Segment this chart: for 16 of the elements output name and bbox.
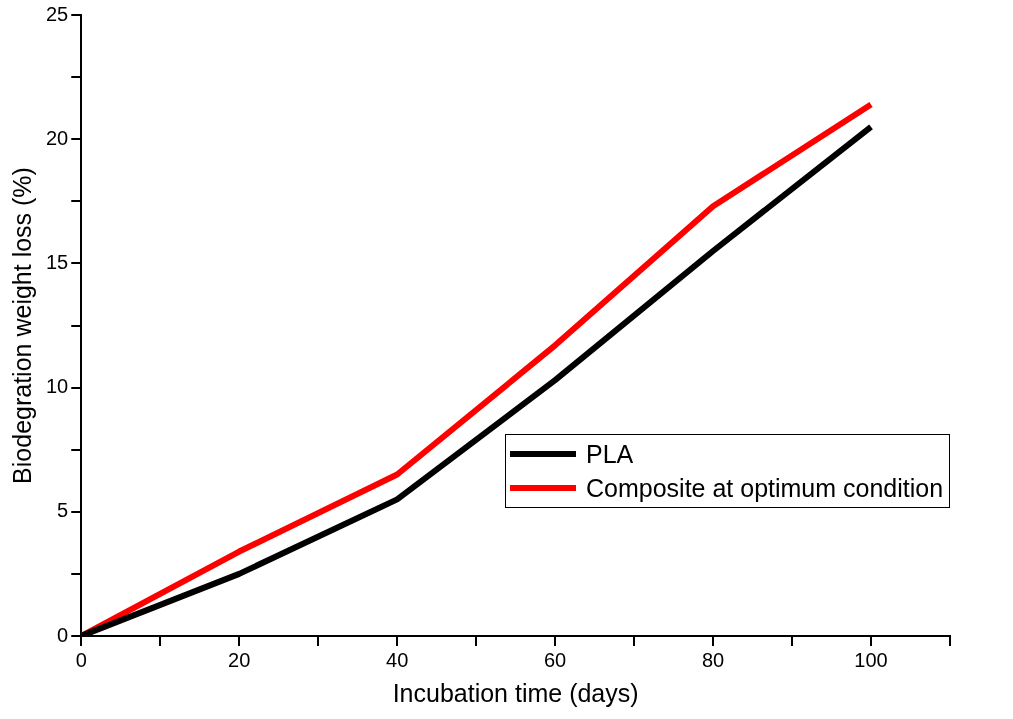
y-tick-label: 5 [57, 499, 69, 522]
y-tick-label: 25 [46, 2, 69, 25]
x-axis-title: Incubation time (days) [392, 678, 639, 707]
legend-label: PLA [586, 439, 634, 471]
x-tick-label: 20 [228, 648, 251, 671]
x-tick-label: 100 [854, 648, 888, 671]
legend-label: Composite at optimum condition [586, 473, 944, 505]
y-tick-label: 10 [46, 375, 69, 398]
y-tick-label: 0 [57, 623, 69, 646]
x-tick-label: 80 [701, 648, 725, 671]
y-tick-label: 15 [46, 250, 69, 273]
y-axis-title: Biodegration weight loss (%) [7, 167, 36, 484]
x-tick-label: 60 [543, 648, 567, 671]
x-tick-label: 40 [386, 648, 409, 671]
y-tick-label: 20 [46, 126, 69, 149]
x-tick-label: 0 [75, 648, 87, 671]
